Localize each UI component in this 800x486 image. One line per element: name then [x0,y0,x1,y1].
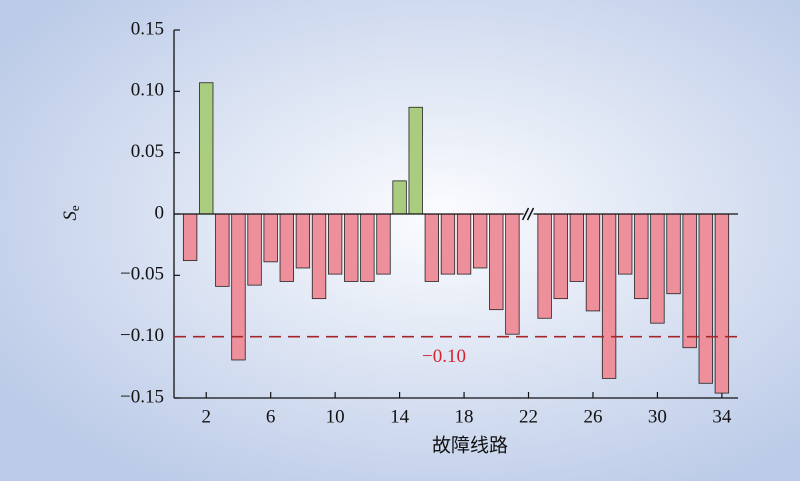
bar [392,180,407,215]
bar [473,213,488,269]
x-tick-label: 26 [583,406,602,427]
bar [553,213,568,300]
x-tick-label: 14 [390,406,410,427]
bar [714,213,730,394]
bar [698,213,713,384]
bar [505,213,520,335]
y-axis-label: Se [60,205,82,221]
x-tick-label: 10 [326,406,345,427]
x-axis-label: 故障线路 [432,434,508,456]
bar [279,213,294,282]
bar [295,213,311,269]
bar [440,213,456,275]
y-axis-label-sub: e [67,205,82,211]
bar [376,213,391,275]
x-tick-label: 18 [455,406,474,427]
y-tick-label: 0 [155,202,165,223]
bar [650,213,665,324]
bar [682,213,697,349]
bar [408,106,423,215]
y-tick-label: −0.10 [120,325,164,346]
axis-break [521,207,530,221]
y-tick-label: −0.15 [120,386,164,407]
bar [456,213,472,275]
bar [618,213,633,275]
y-tick-label: 0.15 [131,18,164,39]
x-tick-label: 6 [266,406,276,427]
axis-break-gap [523,211,534,217]
bar [360,213,375,282]
bar [311,213,327,300]
bar [182,213,198,262]
bar [231,213,246,361]
x-tick-label: 22 [519,406,538,427]
x-tick-label: 30 [648,406,667,427]
bar [327,213,343,275]
bar [263,213,278,263]
bar [634,213,649,300]
bar [585,213,601,312]
y-tick-label: 0.10 [131,80,164,101]
bar [537,213,552,319]
bar [666,213,681,295]
bar [489,213,504,311]
axis-break [526,207,535,221]
bar [569,213,585,282]
bar [247,213,262,286]
threshold-label: −0.10 [422,346,466,367]
y-axis-label-main: S [60,211,81,221]
bar [424,213,439,282]
bar [199,82,214,215]
bar [215,213,230,287]
bar [344,213,359,282]
y-tick-label: 0.05 [131,141,164,162]
bar [601,213,617,379]
x-tick-label: 34 [712,406,732,427]
x-tick-label: 2 [201,406,211,427]
y-tick-label: −0.05 [120,264,164,285]
